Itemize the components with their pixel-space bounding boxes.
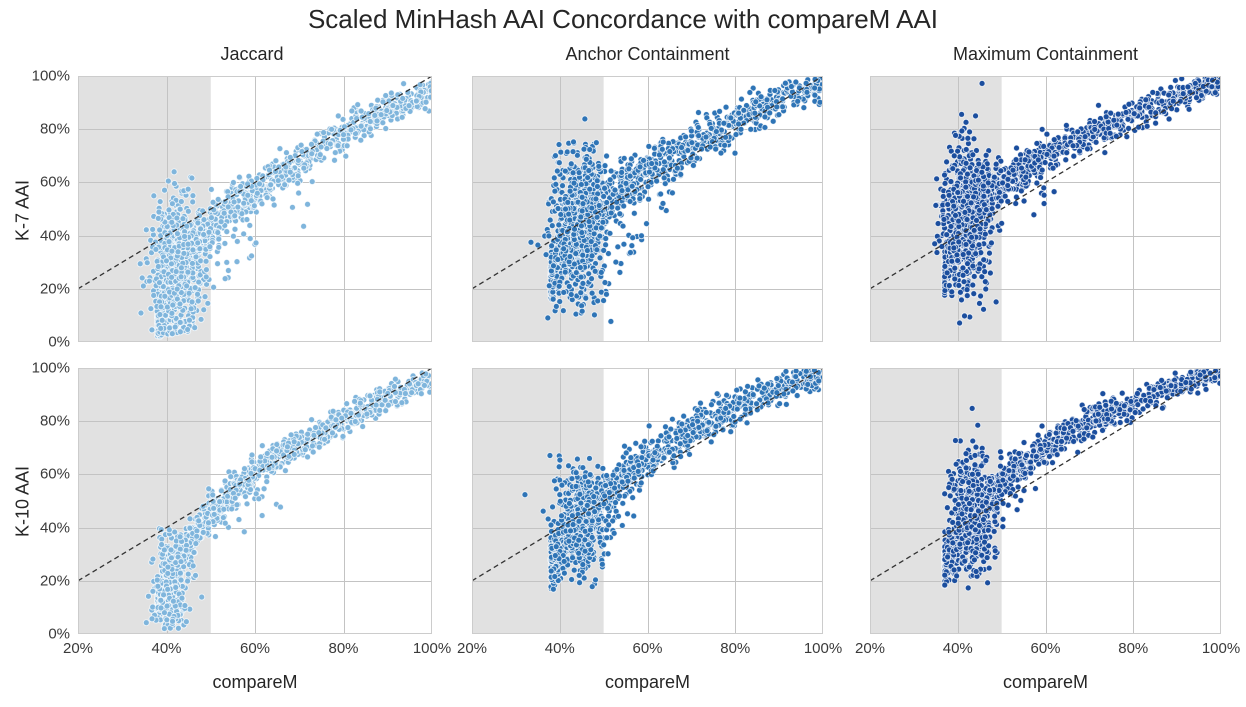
- x-tick-label: 80%: [720, 640, 751, 657]
- y-tick-label: 0%: [48, 333, 70, 351]
- x-tick-label: 40%: [151, 640, 182, 657]
- scatter-canvas-k7-maximum-containment: [870, 76, 1221, 342]
- y-tick-label: 40%: [39, 519, 70, 537]
- scatter-canvas-k10-maximum-containment: [870, 368, 1221, 634]
- y-tick-label: 80%: [39, 412, 70, 430]
- x-tick-label: 20%: [456, 640, 488, 657]
- column-title-jaccard: Jaccard: [220, 44, 284, 64]
- x-axis-label-maximum: compareM: [1002, 672, 1089, 692]
- x-tick-label: 20%: [62, 640, 94, 657]
- x-tick-label: 100%: [803, 640, 843, 657]
- scatter-panel-k7-maximum-containment: [870, 76, 1221, 342]
- scatter-panel-k10-anchor-containment: 20% 40% 60% 80% 100%: [457, 368, 842, 657]
- x-tick-label: 60%: [632, 640, 663, 657]
- x-tick-label: 20%: [854, 640, 886, 657]
- x-tick-label: 60%: [1030, 640, 1061, 657]
- y-tick-label: 20%: [39, 572, 70, 590]
- scatter-canvas-k7-anchor-containment: [472, 76, 823, 342]
- column-title-anchor-containment: Anchor Containment: [565, 44, 730, 64]
- scatter-panel-k10-jaccard: 20% 40% 60% 80% 100% 0% 20% 40% 60% 80% 100%: [32, 360, 452, 658]
- y-tick-label: 100%: [31, 67, 70, 85]
- scatter-canvas-k10-jaccard: [78, 368, 432, 634]
- scatter-panel-k10-maximum-containment: 20% 40% 60% 80% 100%: [855, 368, 1240, 657]
- y-tick-label: 40%: [39, 227, 70, 245]
- x-tick-label: 100%: [412, 640, 452, 657]
- x-tick-label: 80%: [1118, 640, 1149, 657]
- column-title-maximum-containment: Maximum Containment: [952, 44, 1139, 64]
- y-tick-label: 0%: [48, 625, 70, 643]
- x-tick-label: 100%: [1201, 640, 1241, 657]
- y-axis-label-k10-aai: K-10 AAI: [12, 465, 33, 538]
- y-tick-label: 60%: [39, 173, 70, 191]
- figure-title: Scaled MinHash AAI Concordance with comp…: [307, 4, 939, 34]
- x-tick-label: 40%: [942, 640, 973, 657]
- y-tick-label: 100%: [31, 359, 70, 377]
- scatter-panel-k7-jaccard: 0% 20% 40% 60% 80% 100%: [32, 68, 432, 351]
- scatter-canvas-k10-anchor-containment: [472, 368, 823, 634]
- y-axis-label-k7-aai: K-7 AAI: [12, 179, 33, 242]
- x-axis-label-anchor: compareM: [604, 672, 691, 692]
- scatter-panel-k7-anchor-containment: [472, 76, 823, 342]
- x-tick-label: 40%: [544, 640, 575, 657]
- x-tick-label: 80%: [328, 640, 359, 657]
- x-axis-label-jaccard: compareM: [212, 672, 298, 692]
- y-tick-label: 60%: [39, 465, 70, 483]
- x-tick-label: 60%: [239, 640, 271, 657]
- scatter-canvas-k7-jaccard: [78, 76, 432, 342]
- y-tick-label: 80%: [39, 120, 70, 138]
- y-tick-label: 20%: [39, 280, 70, 298]
